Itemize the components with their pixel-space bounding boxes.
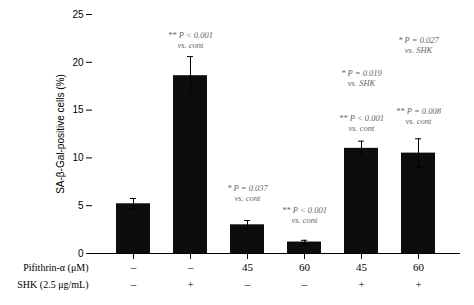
svg-text:–: – [130,261,137,273]
svg-text:0: 0 [78,248,84,259]
svg-text:** P < 0.001vs. cont: ** P < 0.001vs. cont [168,30,213,50]
svg-text:+: + [187,278,193,290]
svg-text:5: 5 [78,200,84,211]
svg-text:** P = 0.008vs. cont: ** P = 0.008vs. cont [396,106,442,126]
svg-text:+: + [415,278,421,290]
svg-text:+: + [358,278,364,290]
svg-text:* P = 0.037vs. cont: * P = 0.037vs. cont [227,183,268,203]
svg-text:25: 25 [72,9,84,20]
svg-text:20: 20 [72,57,84,68]
svg-text:60: 60 [413,261,425,273]
svg-text:–: – [301,278,308,290]
svg-text:* P = 0.019vs. SHK: * P = 0.019vs. SHK [341,68,382,88]
svg-text:** P < 0.001vs. cont: ** P < 0.001vs. cont [282,205,327,225]
svg-text:–: – [187,261,194,273]
svg-text:** P < 0.001vs. cont: ** P < 0.001vs. cont [339,113,384,133]
svg-text:45: 45 [242,261,254,273]
svg-text:60: 60 [299,261,311,273]
svg-text:SA-β-Gal-positive cells (%): SA-β-Gal-positive cells (%) [55,74,66,194]
svg-text:SHK (2.5 μg/mL): SHK (2.5 μg/mL) [17,279,88,291]
svg-text:–: – [130,278,137,290]
svg-text:15: 15 [72,104,84,115]
svg-text:–: – [244,278,251,290]
svg-text:45: 45 [356,261,368,273]
svg-text:* P = 0.027vs. SHK: * P = 0.027vs. SHK [398,35,439,55]
svg-text:10: 10 [72,152,84,163]
svg-text:Pifithrin-α (μM): Pifithrin-α (μM) [23,262,88,274]
